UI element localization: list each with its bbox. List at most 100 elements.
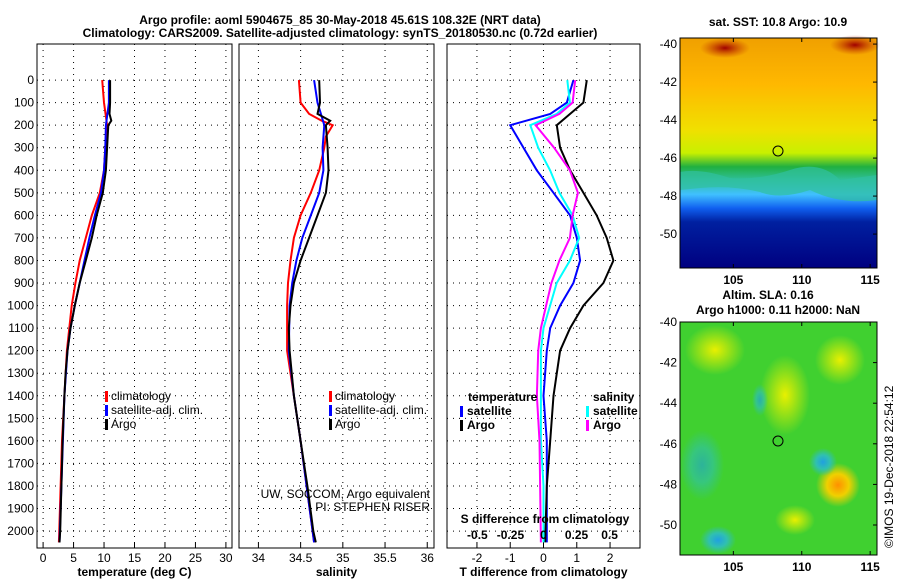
legend-swatch [460,406,463,417]
annotation-text: UW, SOCCOM, Argo equivalent [261,487,431,501]
legend-swatch [105,391,108,402]
legend-label: satellite-adj. clim. [111,403,203,417]
sst-map-field [680,38,877,268]
y-tick-label: 1100 [8,321,34,335]
argo-location-marker [772,145,784,157]
lat-tick-label: -50 [660,518,678,532]
lat-tick-label: -48 [660,477,678,491]
legend-swatch [329,405,332,416]
profile-panel-1: 0 5 10 15 20 25 30 temperature (deg C) 0 100 200 30… [7,43,233,579]
y-tick-label: 100 [14,96,34,110]
lon-tick-label: 110 [792,273,812,287]
legend-label: Argo [593,418,621,432]
x2-tick-label: -0.25 [497,528,525,542]
panel-frame [238,43,435,549]
y-tick-label: 1200 [7,344,34,358]
y-tick-label: 400 [14,163,34,177]
x2-tick-label: 0.25 [565,528,589,542]
y-tick-label: 1700 [7,456,34,470]
lat-tick-label: -42 [660,356,678,370]
x-tick-label: 35.5 [373,551,397,565]
lon-tick-label: 115 [860,560,880,574]
y-tick-label: 1800 [7,479,34,493]
y-tick-label: 800 [14,253,34,267]
x-axis-label: temperature (deg C) [77,565,191,579]
series-line-t-argo [544,79,615,543]
lat-tick-label: -40 [660,37,678,51]
lat-tick-label: -42 [660,75,678,89]
argo-location-marker [772,435,784,447]
lat-tick-label: -44 [660,113,678,127]
y-tick-label: 1900 [7,502,34,516]
series-line-satellite-adj-clim- [58,80,110,543]
x2-tick-label: 0 [540,528,547,542]
sst-map-title: sat. SST: 10.8 Argo: 10.9 [709,15,848,29]
lon-tick-label: 115 [860,273,880,287]
y-tick-label: 1500 [7,411,34,425]
x-tick-label: 0 [40,551,47,565]
series-line-t-satellite [508,79,582,543]
legend-swatch [329,391,332,402]
lat-tick-label: -44 [660,396,678,410]
x-tick-label: 10 [97,551,111,565]
x-tick-label: 5 [70,551,77,565]
x2-axis-label: S difference from climatology [461,512,630,526]
series-line-climatology [286,80,335,543]
legend-label: Argo [467,418,495,432]
legend-header-salinity: salinity [593,390,635,404]
x-tick-label: 0 [540,551,547,565]
imos-timestamp: ©IMOS 19-Dec-2018 22:54:12 [882,385,896,548]
series-line-s-argo [534,79,579,543]
y-tick-label: 0 [27,73,34,87]
x-tick-label: -1 [505,551,516,565]
y-tick-label: 200 [14,118,34,132]
lon-tick-label: 105 [723,560,743,574]
series-line-argo [58,80,113,543]
legend-label: climatology [111,389,171,403]
legend-swatch [105,405,108,416]
figure-subtitle: Climatology: CARS2009. Satellite-adjuste… [83,26,598,40]
series-line-s-satellite [529,79,581,543]
lat-tick-label: -50 [660,227,678,241]
y-tick-label: 900 [14,276,34,290]
legend-label: Argo [335,417,361,431]
legend-label: climatology [335,389,395,403]
profile-panel-3: -2 -1 0 1 2T difference from climatology temp… [446,43,641,579]
y-tick-label: 1000 [7,299,34,313]
sst-warm-patch [700,38,750,58]
series-line-argo [287,80,332,543]
x2-tick-label: -0.5 [467,528,488,542]
x-tick-label: 15 [128,551,142,565]
y-tick-label: 1400 [7,389,34,403]
lat-tick-label: -48 [660,189,678,203]
x2-tick-label: 0.5 [601,528,618,542]
x-tick-label: 20 [158,551,172,565]
sla-map-title: Altim. SLA: 0.16 [722,288,814,302]
sla-anomaly-blobs [680,325,865,554]
lon-tick-label: 105 [723,273,743,287]
legend-swatch [586,406,589,417]
y-tick-label: 1300 [7,366,34,380]
sst-front [680,166,877,202]
x-tick-label: 30 [219,551,233,565]
legend-label: satellite-adj. clim. [335,403,427,417]
sla-map-subtitle: Argo h1000: 0.11 h2000: NaN [696,303,860,317]
legend-swatch [460,420,463,431]
series-line-satellite-adj-clim- [287,79,326,543]
x-tick-label: 36 [421,551,435,565]
legend-swatch [586,420,589,431]
legend-swatch [329,419,332,430]
y-tick-label: 600 [14,208,34,222]
legend-header-temperature: temperature [468,390,538,404]
x-tick-label: 1 [573,551,580,565]
x-tick-label: -2 [472,551,483,565]
y-tick-label: 2000 [7,524,34,538]
x-tick-label: 25 [189,551,203,565]
y-tick-label: 1600 [7,434,34,448]
y-tick-label: 300 [14,141,34,155]
figure-title: Argo profile: aoml 5904675_85 30-May-201… [139,13,541,27]
y-tick-label: 700 [14,231,34,245]
legend-label: Argo [111,417,137,431]
